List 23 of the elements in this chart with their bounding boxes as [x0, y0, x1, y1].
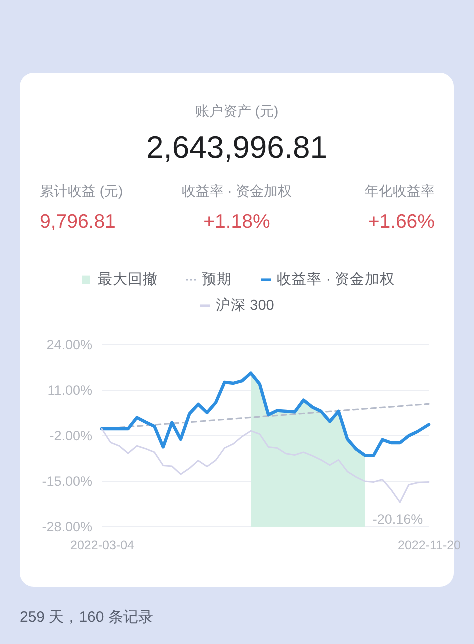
y-tick-label: 11.00% — [48, 383, 92, 398]
line-series — [100, 372, 431, 458]
legend-label: 沪深 300 — [216, 297, 274, 314]
text: 年化收益率 — [365, 183, 435, 199]
line-series — [101, 428, 430, 504]
y-tick-label: 24.00% — [46, 338, 92, 352]
legend-label: 最大回撤 — [98, 271, 158, 288]
x-tick-label: 2022-03-04 — [70, 538, 135, 552]
chart-title: 账户资产 (元) — [195, 103, 279, 119]
y-tick-label: -15.00% — [42, 474, 92, 489]
text: +1.18% — [204, 211, 270, 233]
text: 累计收益 (元) — [40, 183, 124, 199]
y-tick-label: -2.00% — [50, 428, 92, 444]
x-tick-label: 2022-11-20 — [398, 538, 462, 552]
annotation: -20.16% — [372, 512, 424, 527]
chart-subtitle: 2,643,996.81 — [146, 130, 328, 165]
text: 收益率 · 资金加权 — [182, 183, 292, 199]
legend-label: 收益率 · 资金加权 — [277, 271, 396, 288]
legend-label: 预期 — [202, 271, 232, 288]
y-tick-label: -28.00% — [42, 520, 92, 534]
text: +1.66% — [368, 211, 435, 233]
text: 9,796.81 — [40, 211, 116, 233]
text: 259 天，160 条记录 — [20, 609, 154, 626]
